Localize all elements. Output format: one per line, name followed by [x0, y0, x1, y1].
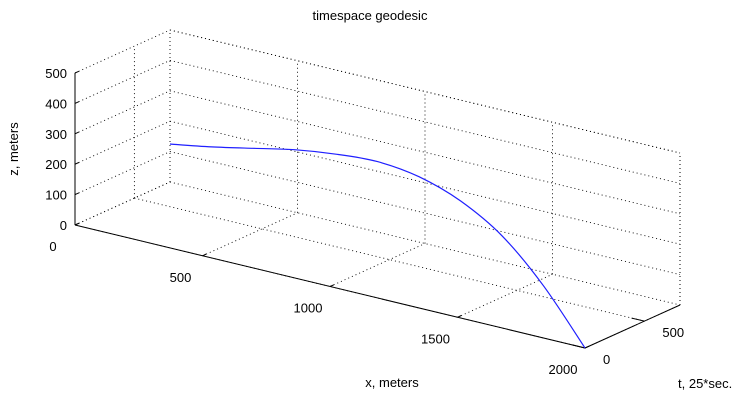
- t-axis-label: t, 25*sec.: [678, 376, 732, 391]
- x-tick: [457, 315, 462, 318]
- chart-title: timespace geodesic: [313, 8, 428, 23]
- z-axis-label: z, meters: [6, 122, 21, 176]
- grid-line-back-z: [169, 151, 681, 276]
- x-tick-label: 2000: [549, 362, 578, 377]
- grid-line-back-z: [169, 59, 681, 184]
- tick-labels: 0 500 1000 1500 2000 0 500 0 100 200 300 400 500: [45, 66, 684, 377]
- z-tick: [74, 70, 80, 74]
- z-tick-label: 0: [60, 218, 67, 233]
- x-tick-label: 1000: [294, 301, 323, 316]
- z-tick-label: 200: [45, 157, 67, 172]
- t-tick: [572, 344, 586, 349]
- x-tick: [329, 284, 335, 287]
- grid-line-floor-x: [457, 273, 553, 318]
- grid-line-floor-x: [329, 243, 426, 287]
- t-axis-line: [584, 304, 681, 349]
- grid-line-left-z: [74, 90, 171, 135]
- axes: [74, 73, 681, 349]
- x-tick-label: 500: [170, 270, 192, 285]
- t-tick-label: 0: [603, 352, 610, 367]
- t-tick: [631, 317, 645, 322]
- t-tick-label: 500: [662, 325, 684, 340]
- z-tick-label: 400: [45, 96, 67, 111]
- grid-line-left-z: [74, 151, 171, 196]
- z-tick: [74, 162, 80, 165]
- x-tick: [584, 345, 590, 349]
- grid-lines: [74, 29, 681, 349]
- tick-marks: [74, 70, 645, 349]
- z-tick-label: 300: [45, 127, 67, 142]
- x-axis-label: x, meters: [365, 375, 419, 390]
- grid-line-floor-x: [74, 181, 171, 226]
- z-tick-label: 100: [45, 188, 67, 203]
- grid-line-left-z: [74, 29, 171, 74]
- z-tick: [74, 222, 80, 226]
- grid-line-left-z: [74, 120, 171, 165]
- z-tick: [74, 131, 80, 135]
- z-tick-label: 500: [45, 66, 67, 81]
- grid-line-floor-x: [202, 212, 298, 257]
- x-tick-label: 0: [49, 239, 56, 254]
- z-tick: [74, 101, 80, 104]
- grid-line-floor-t: [134, 197, 645, 322]
- geodesic-curve: [169, 143, 586, 349]
- z-tick: [74, 192, 80, 196]
- grid-line-left-z: [74, 59, 171, 104]
- x-tick-label: 1500: [421, 331, 450, 346]
- data-series: [169, 143, 586, 349]
- x-tick: [202, 253, 207, 257]
